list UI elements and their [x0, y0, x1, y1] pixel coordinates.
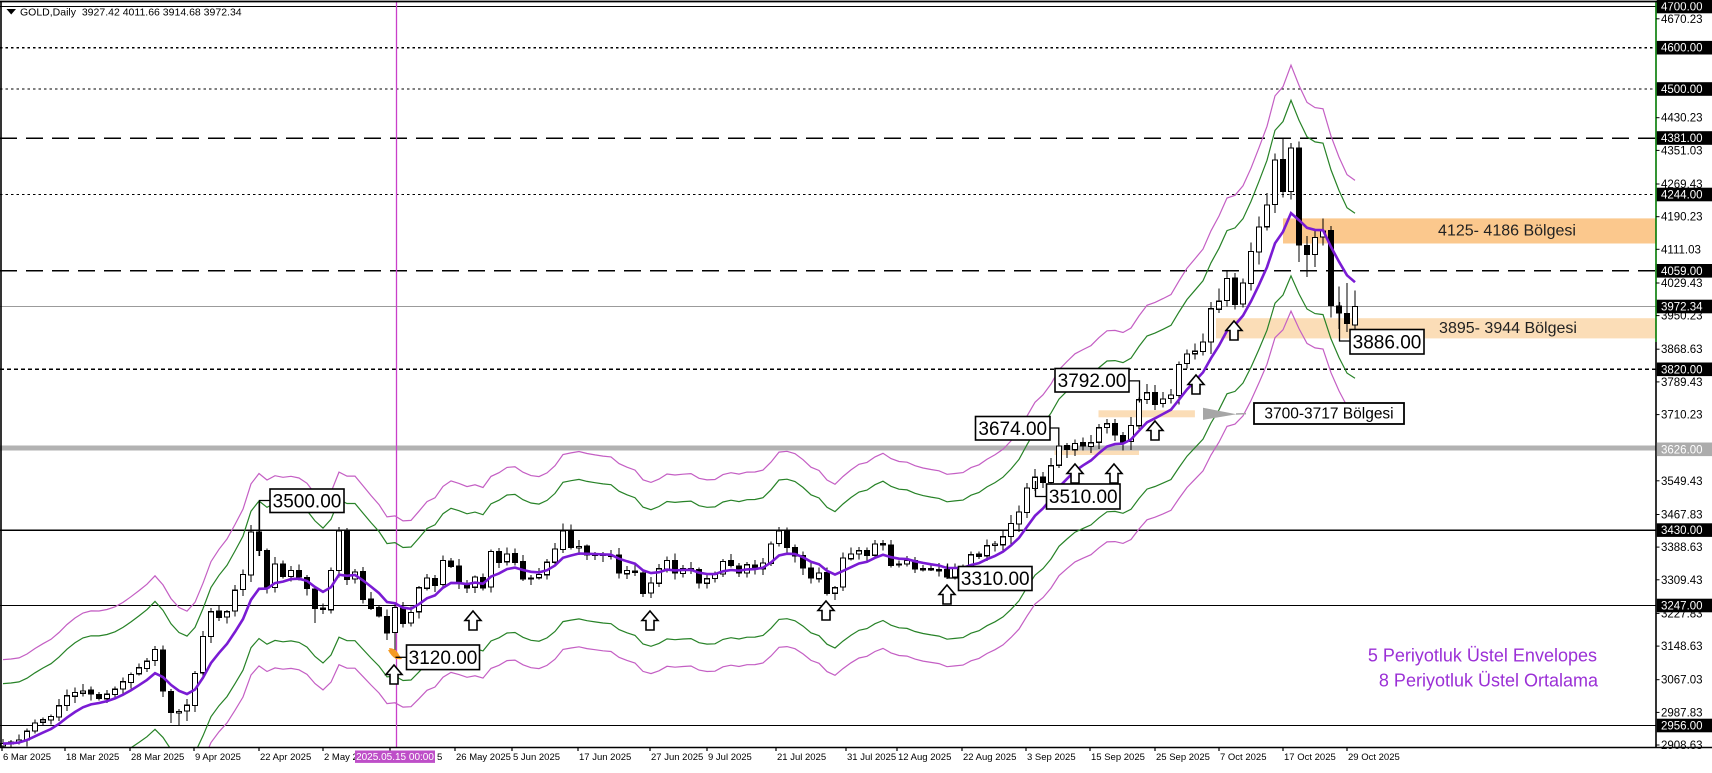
- svg-text:8 Periyotluk Üstel Ortalama: 8 Periyotluk Üstel Ortalama: [1379, 671, 1599, 691]
- svg-text:GOLD,Daily 3927.42 4011.66 39: GOLD,Daily 3927.42 4011.66 3914.68 3972.…: [20, 7, 242, 19]
- svg-text:27 Jun 2025: 27 Jun 2025: [651, 752, 703, 763]
- svg-text:9 Apr 2025: 9 Apr 2025: [195, 752, 241, 763]
- svg-text:5 Jun 2025: 5 Jun 2025: [513, 752, 560, 763]
- svg-text:4059.00: 4059.00: [1661, 266, 1703, 278]
- svg-text:3310.00: 3310.00: [961, 569, 1030, 590]
- svg-text:3789.43: 3789.43: [1661, 377, 1703, 389]
- svg-text:3148.63: 3148.63: [1661, 641, 1703, 653]
- svg-text:3868.63: 3868.63: [1661, 344, 1703, 356]
- svg-text:4111.03: 4111.03: [1661, 244, 1701, 256]
- svg-text:3972.34: 3972.34: [1661, 302, 1703, 314]
- svg-text:7 Oct 2025: 7 Oct 2025: [1220, 752, 1266, 763]
- svg-text:2025.05.15 00:00: 2025.05.15 00:00: [356, 752, 434, 763]
- svg-text:17 Jun 2025: 17 Jun 2025: [579, 752, 631, 763]
- svg-text:29 Oct 2025: 29 Oct 2025: [1348, 752, 1400, 763]
- svg-text:3626.00: 3626.00: [1661, 444, 1703, 456]
- svg-text:5: 5: [437, 752, 442, 763]
- svg-text:3820.00: 3820.00: [1661, 364, 1703, 376]
- svg-text:4600.00: 4600.00: [1661, 43, 1703, 55]
- svg-text:3500.00: 3500.00: [273, 491, 342, 512]
- svg-text:3120.00: 3120.00: [409, 648, 478, 669]
- svg-text:17 Oct 2025: 17 Oct 2025: [1284, 752, 1336, 763]
- svg-text:25 Sep 2025: 25 Sep 2025: [1156, 752, 1210, 763]
- svg-text:4190.23: 4190.23: [1661, 212, 1703, 224]
- svg-text:3895- 3944 Bölgesi: 3895- 3944 Bölgesi: [1439, 320, 1577, 337]
- svg-text:2987.83: 2987.83: [1661, 707, 1703, 719]
- svg-text:4700.00: 4700.00: [1661, 2, 1703, 14]
- svg-text:2956.00: 2956.00: [1661, 721, 1703, 733]
- svg-text:9 Jul 2025: 9 Jul 2025: [708, 752, 752, 763]
- svg-text:3430.00: 3430.00: [1661, 525, 1703, 537]
- svg-text:4125- 4186 Bölgesi: 4125- 4186 Bölgesi: [1438, 223, 1576, 240]
- svg-text:3700-3717 Bölgesi: 3700-3717 Bölgesi: [1264, 406, 1393, 423]
- svg-text:22 Apr 2025: 22 Apr 2025: [260, 752, 311, 763]
- svg-text:15 Sep 2025: 15 Sep 2025: [1091, 752, 1145, 763]
- svg-text:21 Jul 2025: 21 Jul 2025: [777, 752, 826, 763]
- svg-text:3710.23: 3710.23: [1661, 410, 1703, 422]
- svg-text:3388.63: 3388.63: [1661, 542, 1703, 554]
- svg-text:2908.63: 2908.63: [1661, 740, 1703, 752]
- svg-text:3247.00: 3247.00: [1661, 601, 1703, 613]
- svg-text:4430.23: 4430.23: [1661, 113, 1703, 125]
- svg-text:3 Sep 2025: 3 Sep 2025: [1027, 752, 1076, 763]
- svg-text:18 Mar 2025: 18 Mar 2025: [66, 752, 119, 763]
- svg-text:6 Mar 2025: 6 Mar 2025: [3, 752, 51, 763]
- svg-text:3549.43: 3549.43: [1661, 476, 1703, 488]
- svg-text:3067.03: 3067.03: [1661, 675, 1703, 687]
- svg-text:4244.00: 4244.00: [1661, 190, 1703, 202]
- svg-text:3309.43: 3309.43: [1661, 575, 1703, 587]
- svg-text:4500.00: 4500.00: [1661, 84, 1703, 96]
- svg-text:12 Aug 2025: 12 Aug 2025: [898, 752, 951, 763]
- svg-text:5 Periyotluk Üstel Envelopes: 5 Periyotluk Üstel Envelopes: [1368, 646, 1597, 666]
- svg-text:22 Aug 2025: 22 Aug 2025: [963, 752, 1016, 763]
- svg-text:26 May 2025: 26 May 2025: [456, 752, 511, 763]
- svg-text:4381.00: 4381.00: [1661, 133, 1703, 145]
- svg-text:4670.23: 4670.23: [1661, 14, 1703, 26]
- svg-text:31 Jul 2025: 31 Jul 2025: [847, 752, 896, 763]
- svg-text:3510.00: 3510.00: [1049, 487, 1118, 508]
- svg-text:4351.03: 4351.03: [1661, 145, 1703, 157]
- svg-text:3674.00: 3674.00: [978, 419, 1047, 440]
- svg-text:3792.00: 3792.00: [1058, 371, 1127, 392]
- svg-text:4029.43: 4029.43: [1661, 278, 1703, 290]
- svg-text:3467.83: 3467.83: [1661, 510, 1703, 522]
- svg-text:3886.00: 3886.00: [1353, 332, 1422, 353]
- svg-text:28 Mar 2025: 28 Mar 2025: [131, 752, 184, 763]
